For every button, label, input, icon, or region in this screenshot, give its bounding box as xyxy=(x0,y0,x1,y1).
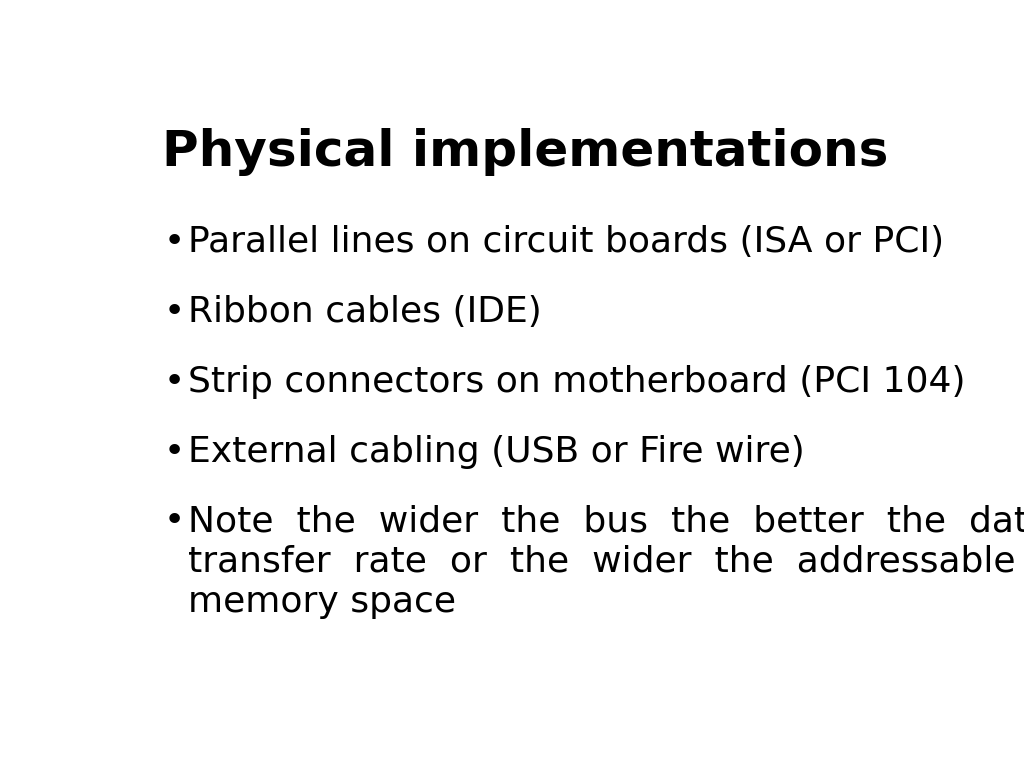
Text: •: • xyxy=(164,435,185,468)
Text: Note  the  wider  the  bus  the  better  the  data: Note the wider the bus the better the da… xyxy=(187,505,1024,538)
Text: memory space: memory space xyxy=(187,584,456,619)
Text: Parallel lines on circuit boards (ISA or PCI): Parallel lines on circuit boards (ISA or… xyxy=(187,225,944,260)
Text: •: • xyxy=(164,225,185,260)
Text: •: • xyxy=(164,505,185,538)
Text: •: • xyxy=(164,365,185,399)
Text: Physical implementations: Physical implementations xyxy=(162,127,888,176)
Text: transfer  rate  or  the  wider  the  addressable: transfer rate or the wider the addressab… xyxy=(187,545,1015,578)
Text: External cabling (USB or Fire wire): External cabling (USB or Fire wire) xyxy=(187,435,804,468)
Text: Ribbon cables (IDE): Ribbon cables (IDE) xyxy=(187,295,542,329)
Text: Strip connectors on motherboard (PCI 104): Strip connectors on motherboard (PCI 104… xyxy=(187,365,965,399)
Text: •: • xyxy=(164,295,185,329)
